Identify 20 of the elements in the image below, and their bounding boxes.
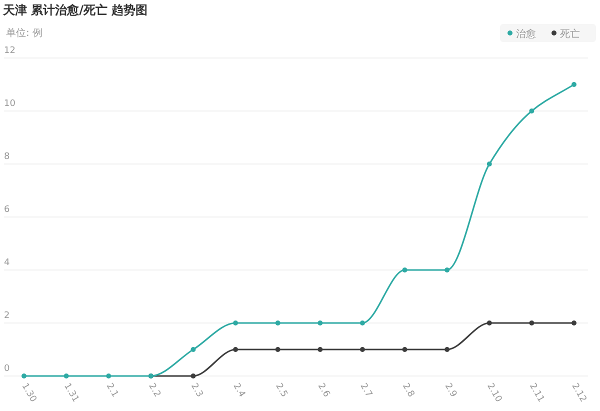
y-tick-label: 0 [4, 364, 10, 374]
x-tick-label: 2.3 [188, 382, 204, 400]
y-tick-label: 10 [4, 99, 16, 109]
y-tick-label: 8 [4, 152, 10, 162]
legend-label: 死亡 [560, 28, 580, 40]
x-tick-label: 2.1 [104, 382, 120, 400]
y-axis-title: 单位: 例 [6, 27, 43, 39]
x-tick-label: 2.4 [230, 382, 247, 400]
y-tick-label: 4 [4, 258, 10, 268]
x-tick-label: 2.2 [146, 382, 162, 400]
x-tick-label: 2.5 [273, 382, 289, 400]
chart-title: 天津 累计治愈/死亡 趋势图 [2, 3, 148, 17]
x-tick-label: 2.6 [315, 382, 332, 400]
y-tick-label: 2 [4, 311, 10, 321]
y-tick-label: 6 [4, 205, 10, 215]
y-tick-label: 12 [4, 46, 16, 56]
legend-label: 治愈 [516, 28, 536, 40]
x-tick-label: 2.9 [442, 382, 458, 400]
x-tick-label: 2.8 [400, 382, 416, 400]
x-tick-label: 2.7 [358, 382, 374, 400]
